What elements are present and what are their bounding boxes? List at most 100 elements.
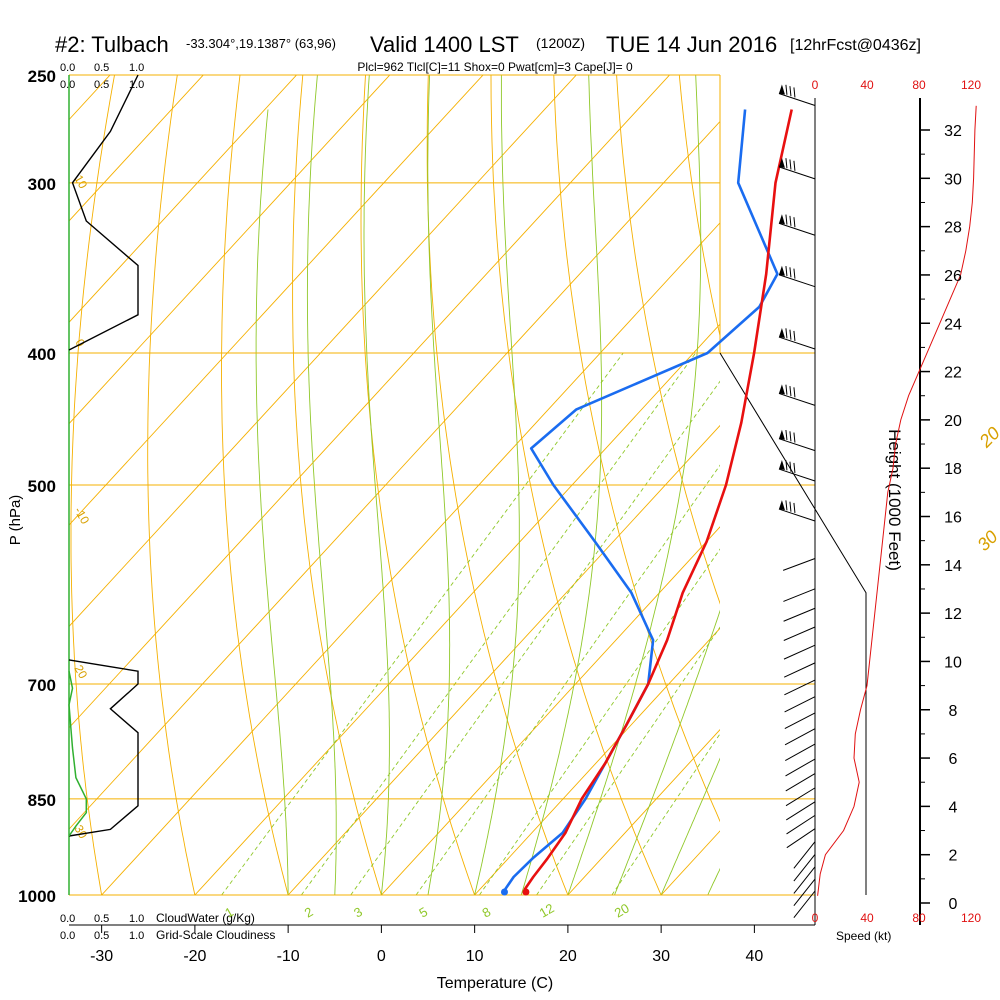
wind-barb: [778, 508, 816, 522]
height-tick-label: 10: [944, 654, 962, 671]
dry-adiabat-line: [616, 75, 720, 605]
height-tick-label: 32: [944, 123, 962, 140]
wind-barb: [793, 841, 816, 869]
forecast-info: [12hrFcst@0436z]: [790, 37, 921, 54]
pressure-tick-label: 850: [28, 791, 56, 810]
wind-barb-flag: [778, 328, 785, 339]
wind-barb-flag: [778, 460, 785, 471]
mixing-ratio-line: [350, 380, 720, 895]
wind-barb: [793, 866, 816, 894]
wind-barb-feather: [793, 432, 796, 443]
dry-adiabat-line: [678, 75, 720, 338]
wind-barb: [778, 93, 816, 106]
x-tick-label: -20: [183, 948, 206, 965]
speed-tick-top: 120: [961, 78, 981, 92]
wind-barb-feather: [785, 265, 788, 277]
dry-adiabat-line: [292, 75, 382, 895]
wind-barb: [785, 787, 816, 807]
wind-barb: [783, 644, 816, 660]
pressure-tick-label: 500: [28, 477, 56, 496]
mixing-ratio-label: 12: [537, 900, 557, 920]
params-line: Plcl=962 Tlcl[C]=11 Shox=0 Pwat[cm]=3 Ca…: [357, 60, 633, 74]
pressure-tick-label: 400: [28, 345, 56, 364]
wind-barb: [793, 890, 816, 918]
moist-adiabat-line: [614, 609, 720, 895]
moist-adiabat-line: [306, 75, 337, 895]
cloudiness-lower-line: [68, 659, 139, 837]
cloudiness-top-tick-0: 0.0: [60, 79, 75, 91]
wind-barb-flag: [778, 265, 785, 276]
temperature-line: [523, 109, 793, 896]
dry-adiabat-label: 20: [71, 663, 90, 682]
wind-barb: [785, 743, 816, 761]
isotherm-line: [69, 75, 298, 323]
isotherm-line: [848, 0, 1000, 895]
isotherm-line: [69, 75, 484, 526]
cloudwater-line: [68, 671, 88, 837]
pressure-tick-label: 250: [28, 67, 56, 86]
dry-adiabat-line: [987, 51, 1000, 924]
mixing-ratio-line: [479, 548, 720, 895]
speed-axis-label: Speed (kt): [836, 929, 891, 943]
mixing-ratio-label: 2: [302, 904, 316, 921]
cloudwater-top-tick-2: 1.0: [129, 62, 144, 74]
height-tick-label: 4: [949, 799, 958, 816]
wind-barb: [778, 336, 816, 350]
wind-barb: [778, 438, 816, 452]
plot-frame: [69, 74, 867, 925]
height-tick-label: 6: [949, 751, 958, 768]
wind-barb-feather: [785, 500, 788, 511]
x-tick-label: 30: [652, 948, 670, 965]
x-tick-label: 0: [377, 948, 386, 965]
height-tick-label: 26: [944, 268, 962, 285]
wind-barb-feather: [789, 159, 792, 170]
wind-barbs: [778, 84, 816, 918]
moist-adiabat-line: [474, 75, 520, 895]
speed-tick-top: 0: [812, 78, 819, 92]
wind-barb-feather: [785, 384, 788, 395]
cloudwater-bottom-tick-0: 0.0: [60, 913, 75, 925]
mixing-ratio-label: 5: [416, 904, 430, 921]
speed-tick-bottom: 40: [860, 911, 874, 925]
mixing-ratio-line: [300, 352, 696, 895]
speed-tick-top: 80: [912, 78, 926, 92]
speed-tick-bottom: 0: [812, 911, 819, 925]
x-axis-label: Temperature (C): [437, 975, 553, 992]
mixing-ratio-line: [415, 464, 720, 895]
height-tick-label: 8: [949, 703, 958, 720]
wind-barb-flag: [778, 384, 785, 395]
cloudwater-label: CloudWater (g/Kg): [156, 911, 255, 925]
wind-barb: [793, 878, 816, 906]
wind-barb: [778, 468, 816, 482]
wind-barb: [783, 662, 816, 678]
x-tick-label: -30: [90, 948, 113, 965]
wind-barb-feather: [785, 328, 788, 339]
wind-barb-feather: [785, 429, 788, 441]
wind-barb-flag: [778, 500, 785, 511]
x-tick-label: -10: [277, 948, 300, 965]
mixing-ratio-label: 20: [612, 900, 632, 920]
height-tick-label: 24: [944, 316, 962, 333]
isotherm-line: [69, 75, 577, 628]
pressure-tick-label: 1000: [18, 887, 56, 906]
moist-adiabat-line: [660, 757, 720, 895]
wind-barb-flag: [778, 157, 785, 168]
wind-barb-feather: [789, 329, 792, 340]
wind-barb-flag: [778, 214, 785, 225]
moist-adiabat-line: [567, 75, 702, 895]
height-tick-label: 18: [944, 461, 962, 478]
mixing-ratio-line: [536, 626, 720, 895]
isotherm-line: [474, 627, 720, 895]
isotherm-line: [754, 0, 1000, 895]
mixing-ratio-line: [221, 352, 624, 895]
speed-tick-bottom: 80: [912, 911, 926, 925]
cloudiness-top-tick-1: 0.5: [94, 79, 109, 91]
wind-barb-feather: [785, 214, 788, 225]
zulu-time: (1200Z): [536, 35, 585, 51]
wind-barb-feather: [785, 158, 788, 169]
cloudiness-upper-line: [68, 74, 139, 351]
wind-barb: [784, 712, 816, 729]
